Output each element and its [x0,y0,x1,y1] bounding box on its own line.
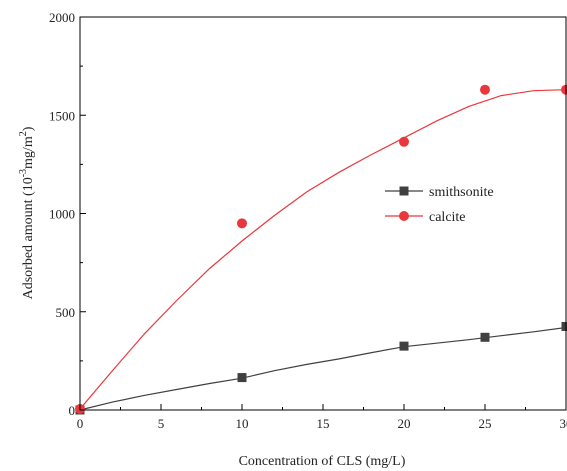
y-axis-label: Adsorbed amount (10-3mg/m2) [18,126,36,299]
x-tick-label-3: 15 [317,416,330,431]
axes [79,16,567,411]
x-axis-label: Concentration of CLS (mg/L) [239,454,406,469]
point-calcite-2 [399,136,409,147]
ticks: 0 5 10 15 20 25 30 0 500 1000 1500 2000 [49,10,567,431]
fit-lines [79,89,567,411]
fit-line-smithsonite [79,326,567,411]
y-tick-label-2: 1000 [49,207,75,222]
markers [75,84,567,415]
y-tick-label-4: 2000 [49,10,75,25]
y-axis-label-sup2: 2 [18,131,29,136]
point-smithsonite-1 [237,373,247,383]
x-tick-label-6: 30 [560,416,567,431]
x-tick-label-5: 25 [479,416,492,431]
y-tick-label-1: 500 [56,305,76,320]
y-axis-label-mid: mg/m [21,136,36,169]
x-tick-label-2: 10 [236,416,249,431]
y-axis-label-end: ) [21,126,36,131]
point-smithsonite-3 [480,332,490,342]
y-axis-label-sup1: -3 [18,169,29,177]
y-axis-label-main: Adsorbed amount (10 [21,177,36,299]
x-tick-label-0: 0 [77,416,84,431]
legend-marker-calcite [399,211,409,221]
legend-label-smithsonite: smithsonite [429,185,494,200]
x-tick-label-4: 20 [398,416,411,431]
plot-frame [79,16,567,411]
y-tick-label-0: 0 [69,403,76,418]
legend-label-calcite: calcite [429,210,466,225]
point-calcite-1 [237,218,247,229]
y-tick-label-3: 1500 [49,108,75,123]
legend-marker-smithsonite [399,186,409,196]
legend: smithsonite calcite [385,185,494,225]
point-calcite-3 [480,84,490,95]
point-smithsonite-4 [561,321,567,331]
point-smithsonite-2 [399,341,409,351]
x-tick-label-1: 5 [158,416,165,431]
fit-line-calcite [79,89,567,410]
